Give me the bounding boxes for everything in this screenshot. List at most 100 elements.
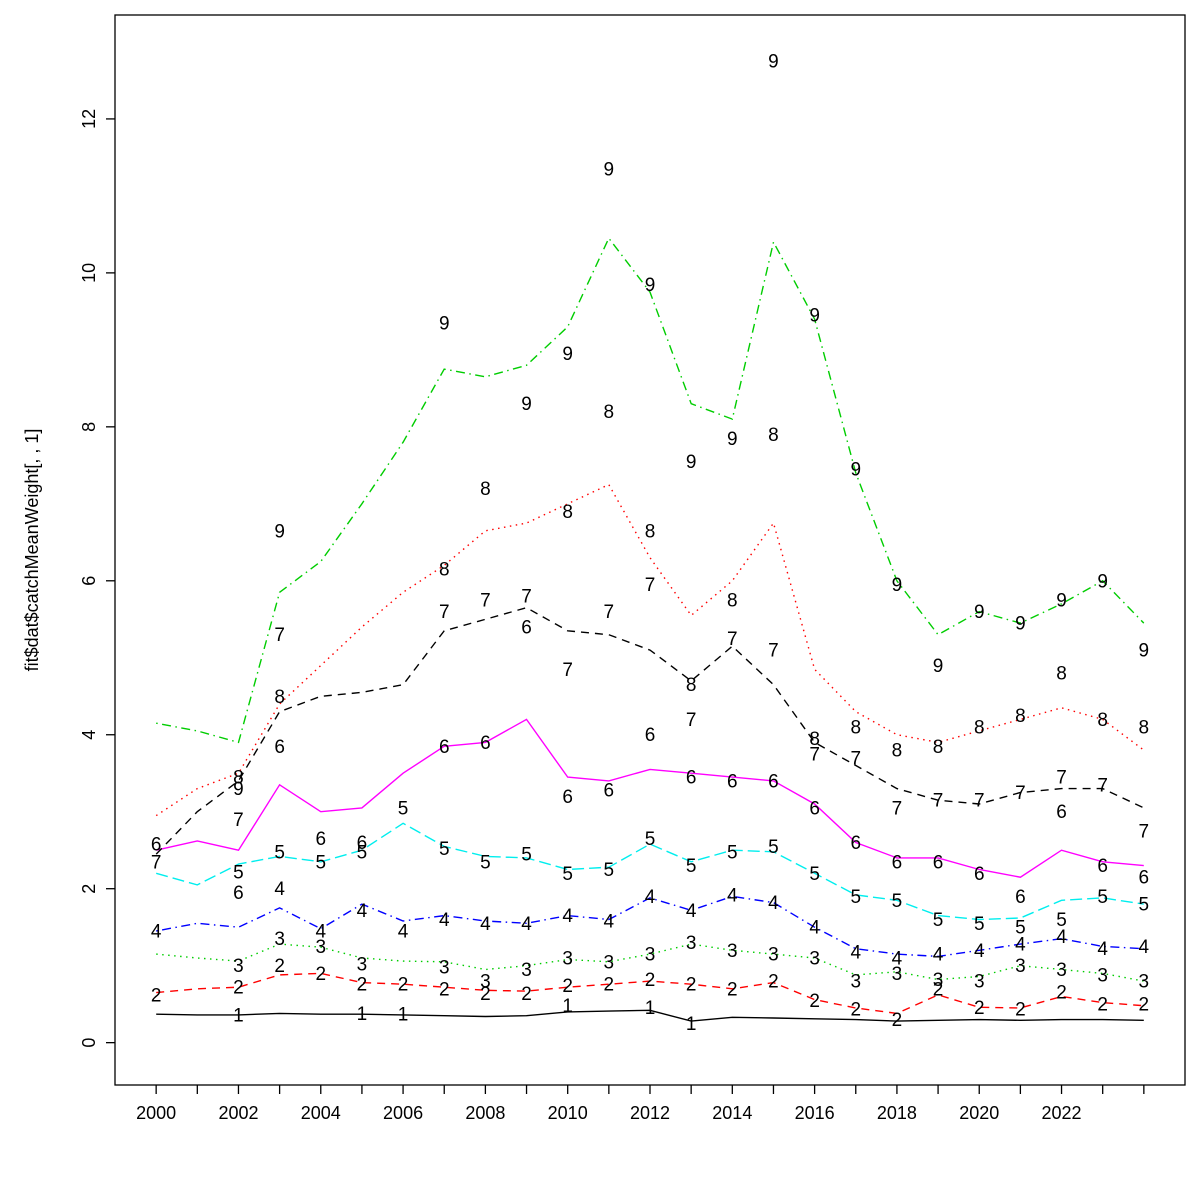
series-7-obs-label: 7	[645, 575, 656, 596]
series-9-obs-label: 9	[521, 394, 532, 415]
series-2-obs-label: 2	[151, 985, 162, 1006]
series-7-obs-label: 7	[809, 744, 820, 765]
series-8-obs-label: 8	[233, 768, 244, 789]
x-axis-tick-label: 2004	[301, 1103, 341, 1123]
series-5-obs-label: 5	[439, 839, 450, 860]
series-8-obs-label: 8	[768, 425, 779, 446]
series-3-obs-label: 3	[562, 948, 573, 969]
series-2-obs-label: 2	[521, 984, 532, 1005]
series-7-obs-label: 7	[521, 587, 532, 608]
series-7-obs-label: 7	[1097, 775, 1108, 796]
series-6-obs-label: 6	[439, 737, 450, 758]
series-4-obs-label: 4	[686, 901, 697, 922]
x-axis-tick-label: 2002	[218, 1103, 258, 1123]
series-6-obs-label: 6	[1139, 868, 1150, 889]
series-1-obs-label: 1	[398, 1005, 409, 1026]
series-1-obs-label: 1	[357, 1004, 368, 1025]
series-9-obs-label: 9	[809, 306, 820, 327]
series-4-obs-label: 4	[521, 914, 532, 935]
series-3-obs-label: 3	[686, 933, 697, 954]
series-2-obs-label: 2	[768, 972, 779, 993]
series-3-obs-label: 3	[850, 972, 861, 993]
series-3-obs-label: 3	[1139, 972, 1150, 993]
series-3-obs-label: 3	[727, 941, 738, 962]
series-2-obs-label: 2	[974, 998, 985, 1019]
series-2-obs-label: 2	[727, 979, 738, 1000]
series-9-obs-label: 9	[562, 344, 573, 365]
series-6-obs-label: 6	[1056, 802, 1067, 823]
series-1-obs-label: 1	[645, 998, 656, 1019]
x-axis-tick-label: 2022	[1042, 1103, 1082, 1123]
series-2-obs-label: 2	[604, 975, 615, 996]
series-2-obs-label: 2	[315, 964, 326, 985]
series-3-obs-label: 3	[233, 956, 244, 977]
series-5-obs-label: 5	[1056, 910, 1067, 931]
series-5-obs-label: 5	[1015, 918, 1026, 939]
series-7-obs-label: 7	[727, 629, 738, 650]
series-2-obs-label: 2	[439, 979, 450, 1000]
series-5-obs-label: 5	[604, 860, 615, 881]
series-2-obs-label: 2	[562, 976, 573, 997]
series-6-obs-label: 6	[480, 733, 491, 754]
series-8-obs-label: 8	[439, 560, 450, 581]
series-4-obs-label: 4	[850, 942, 861, 963]
series-6-obs-label: 6	[562, 787, 573, 808]
series-4-obs-label: 4	[274, 879, 285, 900]
series-4-line	[156, 895, 1144, 958]
series-6-obs-label: 6	[151, 835, 162, 856]
series-9-obs-label: 9	[274, 521, 285, 542]
series-5-obs-label: 5	[315, 852, 326, 873]
series-3-obs-label: 3	[974, 972, 985, 993]
series-3-obs-label: 3	[357, 955, 368, 976]
series-8-obs-label: 8	[1056, 664, 1067, 685]
series-4-obs-label: 4	[439, 910, 450, 931]
series-2-obs-label: 2	[850, 999, 861, 1020]
series-3-obs-label: 3	[809, 948, 820, 969]
series-5-obs-label: 5	[686, 856, 697, 877]
series-4-obs-label: 4	[480, 914, 491, 935]
series-8-obs-label: 8	[1015, 706, 1026, 727]
y-axis-tick-label: 4	[79, 730, 99, 740]
series-8-obs-label: 8	[274, 687, 285, 708]
series-6-obs-label: 6	[686, 768, 697, 789]
series-4-obs-label: 4	[809, 918, 820, 939]
series-4-obs-label: 4	[398, 922, 409, 943]
series-7-obs-label: 7	[892, 798, 903, 819]
series-5-obs-label: 5	[480, 852, 491, 873]
series-9-obs-label: 9	[727, 429, 738, 450]
series-6-obs-label: 6	[315, 829, 326, 850]
series-6-obs-label: 6	[727, 771, 738, 792]
series-5-obs-label: 5	[974, 914, 985, 935]
series-9-obs-label: 9	[933, 656, 944, 677]
y-axis-tick-label: 12	[79, 109, 99, 129]
series-3-obs-label: 3	[439, 958, 450, 979]
series-7-obs-label: 7	[933, 791, 944, 812]
series-5-obs-label: 5	[357, 842, 368, 863]
series-7-obs-label: 7	[480, 591, 491, 612]
x-axis-tick-label: 2012	[630, 1103, 670, 1123]
series-5-obs-label: 5	[892, 891, 903, 912]
series-9-obs-label: 9	[233, 779, 244, 800]
series-2-obs-label: 2	[645, 970, 656, 991]
series-3-line	[156, 943, 1144, 982]
series-8-obs-label: 8	[562, 502, 573, 523]
series-3-obs-label: 3	[645, 945, 656, 966]
series-8-obs-label: 8	[727, 591, 738, 612]
series-7-obs-label: 7	[1056, 768, 1067, 789]
series-4-obs-label: 4	[604, 912, 615, 933]
series-1-obs-label: 1	[686, 1014, 697, 1035]
series-2-obs-label: 2	[686, 975, 697, 996]
series-4-obs-label: 4	[892, 948, 903, 969]
series-1-line	[156, 1009, 1144, 1022]
series-8-obs-label: 8	[850, 718, 861, 739]
series-5-obs-label: 5	[1097, 887, 1108, 908]
series-9-obs-label: 9	[604, 159, 615, 180]
series-5-obs-label: 5	[645, 829, 656, 850]
series-2-obs-label: 2	[357, 975, 368, 996]
series-9-obs-label: 9	[850, 460, 861, 481]
series-5-obs-label: 5	[1139, 895, 1150, 916]
series-4-obs-label: 4	[1097, 939, 1108, 960]
series-4-obs-label: 4	[1139, 937, 1150, 958]
series-3-obs-label: 3	[315, 937, 326, 958]
series-6-obs-label: 6	[1015, 887, 1026, 908]
